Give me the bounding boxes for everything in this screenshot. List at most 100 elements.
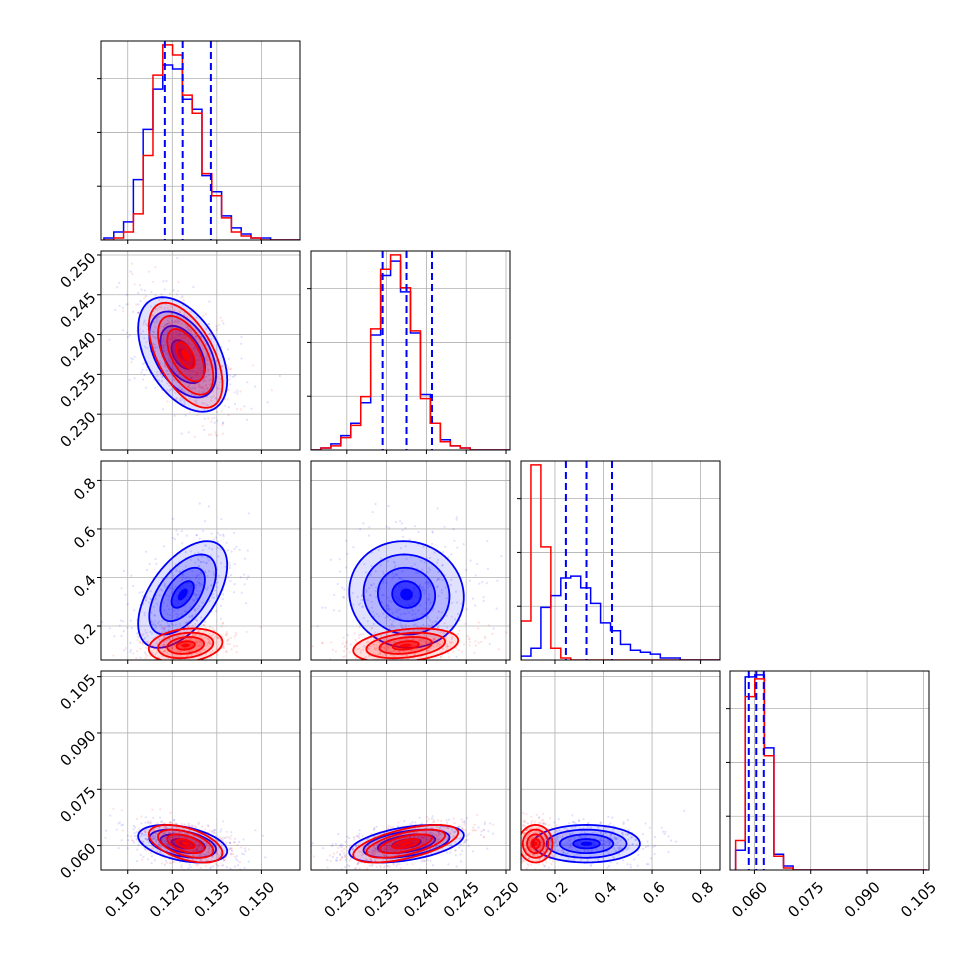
scatter-point — [228, 841, 231, 844]
scatter-point — [207, 417, 210, 420]
scatter-point — [431, 609, 434, 612]
scatter-point — [422, 663, 424, 665]
scatter-point — [139, 853, 142, 857]
scatter-point — [617, 848, 620, 851]
scatter-point — [430, 646, 433, 650]
scatter-point — [163, 288, 166, 291]
scatter-point — [179, 831, 182, 834]
scatter-point — [138, 591, 141, 594]
scatter-point — [385, 838, 388, 842]
scatter-point — [170, 591, 174, 595]
scatter-point — [195, 575, 198, 578]
scatter-point — [436, 558, 440, 562]
scatter-point — [361, 834, 364, 837]
scatter-point — [152, 314, 155, 317]
scatter-point — [423, 592, 426, 595]
scatter-point — [390, 826, 393, 829]
scatter-point — [200, 572, 203, 575]
scatter-point — [616, 862, 619, 865]
scatter-point — [175, 616, 179, 619]
scatter-point — [168, 821, 171, 824]
scatter-point — [201, 847, 204, 850]
scatter-point — [168, 614, 171, 617]
scatter-point — [150, 305, 153, 308]
scatter-point — [210, 331, 213, 334]
scatter-point — [188, 382, 191, 385]
scatter-point — [427, 855, 431, 858]
scatter-point — [162, 650, 166, 653]
scatter-point — [175, 370, 179, 373]
scatter-point — [225, 631, 228, 634]
scatter-point — [163, 650, 166, 653]
scatter-point — [162, 326, 165, 329]
scatter-point — [207, 505, 211, 508]
scatter-point — [191, 624, 194, 627]
scatter-point — [114, 308, 117, 311]
scatter-point — [530, 836, 533, 839]
scatter-point — [127, 839, 130, 842]
scatter-point — [471, 829, 474, 832]
scatter-point — [420, 860, 423, 863]
scatter-point — [143, 345, 146, 348]
scatter-point — [171, 537, 174, 540]
scatter-point — [483, 822, 486, 826]
scatter-point — [389, 848, 392, 851]
scatter-point — [423, 860, 426, 863]
scatter-point — [201, 424, 204, 427]
scatter-point — [377, 850, 380, 854]
scatter-point — [278, 374, 281, 378]
scatter-point — [669, 839, 673, 842]
scatter-point — [154, 624, 157, 627]
scatter-point — [442, 829, 445, 832]
scatter-point — [616, 837, 619, 840]
scatter-point — [198, 390, 201, 393]
scatter-point — [223, 858, 226, 861]
scatter-point — [204, 620, 207, 623]
scatter-point — [540, 842, 543, 845]
scatter-point — [246, 381, 249, 384]
scatter-point — [335, 859, 338, 862]
scatter-point — [198, 355, 201, 358]
scatter-point — [170, 836, 174, 840]
scatter-point — [173, 644, 176, 647]
scatter-point — [214, 431, 217, 434]
scatter-point — [418, 816, 421, 819]
scatter-point — [372, 610, 375, 613]
scatter-point — [212, 592, 215, 596]
scatter-point — [219, 836, 222, 839]
scatter-point — [378, 640, 381, 644]
scatter-point — [141, 643, 144, 646]
scatter-point — [122, 630, 125, 633]
scatter-point — [351, 664, 353, 666]
scatter-point — [194, 339, 197, 342]
scatter-point — [599, 839, 602, 842]
scatter-point — [370, 872, 372, 874]
histogram-red — [103, 44, 300, 240]
scatter-point — [192, 854, 195, 857]
scatter-point — [636, 864, 639, 867]
scatter-point — [371, 627, 374, 630]
scatter-point — [178, 320, 181, 323]
scatter-point — [626, 847, 629, 850]
scatter-point — [384, 653, 387, 656]
scatter-point — [157, 656, 160, 659]
scatter-point — [144, 629, 147, 632]
scatter-point — [644, 822, 647, 825]
scatter-point — [447, 656, 451, 659]
scatter-point — [495, 607, 498, 610]
scatter-point — [169, 337, 172, 340]
scatter-point — [184, 369, 187, 372]
scatter-point — [180, 388, 183, 391]
scatter-point — [435, 645, 439, 648]
scatter-point — [205, 370, 208, 373]
scatter-point — [154, 835, 157, 838]
scatter-point — [505, 631, 508, 634]
scatter-point — [195, 335, 198, 338]
scatter-point — [438, 831, 441, 834]
scatter-point — [349, 855, 352, 858]
scatter-point — [401, 529, 404, 532]
scatter-point — [216, 532, 219, 535]
scatter-point — [164, 344, 167, 347]
scatter-point — [197, 338, 200, 341]
scatter-point — [419, 647, 423, 650]
